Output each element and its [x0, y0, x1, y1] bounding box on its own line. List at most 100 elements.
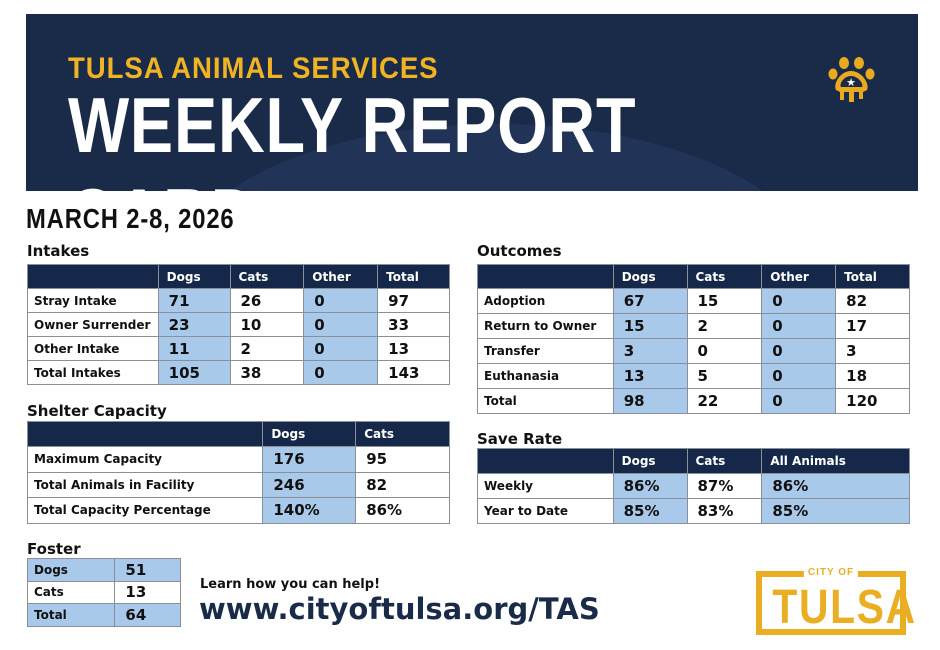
- table-cell: 38: [229, 360, 305, 385]
- column-header: Total: [377, 264, 450, 289]
- table-cell: 71: [157, 288, 231, 313]
- table-cell: 98: [612, 388, 688, 414]
- logo-tulsa: TULSA: [772, 581, 917, 634]
- table-cell: 246: [262, 471, 357, 498]
- website-link[interactable]: www.cityoftulsa.org/TAS: [199, 592, 600, 626]
- table-row: Total Animals in Facility 246 82: [26, 471, 450, 498]
- table-cell: 13: [612, 363, 688, 389]
- table-cell: 105: [157, 360, 231, 385]
- table-cell: 2: [686, 313, 763, 339]
- table-row: Cats 13: [26, 580, 181, 604]
- intakes-table: Dogs Cats Other Total Stray Intake 71 26 0 97 Own…: [27, 264, 450, 385]
- table-cell: 87%: [686, 473, 763, 499]
- table-row: Owner Surrender 23 10 0 33: [27, 312, 450, 337]
- table-cell: 0: [303, 360, 379, 385]
- row-label: Weekly: [477, 473, 614, 499]
- table-cell: 0: [761, 288, 837, 314]
- table-cell: 13: [377, 336, 450, 361]
- table-cell: 85%: [612, 498, 688, 524]
- header-row: Dogs Cats: [26, 421, 450, 447]
- table-row: Stray Intake 71 26 0 97: [27, 288, 450, 313]
- column-header: Other: [303, 264, 379, 289]
- table-cell: 82: [835, 288, 910, 314]
- save-rate-table: Dogs Cats All Animals Weekly 86% 87% 86% Year t…: [477, 448, 910, 524]
- table-cell: 11: [157, 336, 231, 361]
- column-header: Cats: [229, 264, 305, 289]
- table-cell: 86%: [761, 473, 910, 499]
- column-header: Total: [835, 264, 910, 289]
- table-row: Total Capacity Percentage 140% 86%: [26, 497, 450, 524]
- capacity-table: Dogs Cats Maximum Capacity 176 95 Total Anima…: [26, 421, 450, 524]
- row-label: Total Capacity Percentage: [26, 497, 264, 524]
- table-row: Dogs 51: [26, 558, 181, 582]
- row-label: Euthanasia: [477, 363, 614, 389]
- table-cell: 51: [114, 558, 181, 582]
- save-rate-title: Save Rate: [477, 430, 563, 448]
- table-row: Year to Date 85% 83% 85%: [477, 498, 910, 524]
- table-cell: 82: [355, 471, 450, 498]
- report-date: MARCH 2-8, 2026: [26, 203, 235, 234]
- table-row: Euthanasia 13 5 0 18: [477, 363, 910, 389]
- table-cell: 0: [303, 312, 379, 337]
- row-label: Maximum Capacity: [26, 446, 264, 473]
- table-cell: 3: [612, 338, 688, 364]
- table-cell: 83%: [686, 498, 763, 524]
- table-cell: 18: [835, 363, 910, 389]
- table-cell: 2: [229, 336, 305, 361]
- row-label: Owner Surrender: [27, 312, 159, 337]
- table-cell: 86%: [355, 497, 450, 524]
- table-cell: 3: [835, 338, 910, 364]
- table-cell: 0: [761, 388, 837, 414]
- row-label: Year to Date: [477, 498, 614, 524]
- row-label: Stray Intake: [27, 288, 159, 313]
- column-header: Other: [761, 264, 837, 289]
- column-header: Dogs: [262, 421, 357, 447]
- foster-title: Foster: [27, 540, 81, 558]
- table-cell: 85%: [761, 498, 910, 524]
- table-cell: 120: [835, 388, 910, 414]
- table-cell: 64: [114, 603, 181, 627]
- column-header: [27, 264, 159, 289]
- table-cell: 97: [377, 288, 450, 313]
- table-cell: 10: [229, 312, 305, 337]
- table-row: Weekly 86% 87% 86%: [477, 473, 910, 499]
- column-header: Cats: [686, 264, 763, 289]
- table-row: Total Intakes 105 38 0 143: [27, 360, 450, 385]
- table-cell: 0: [761, 338, 837, 364]
- table-row: Transfer 3 0 0 3: [477, 338, 910, 364]
- table-cell: 26: [229, 288, 305, 313]
- column-header: All Animals: [761, 448, 910, 474]
- table-row: Return to Owner 15 2 0 17: [477, 313, 910, 339]
- table-cell: 0: [686, 338, 763, 364]
- column-header: [477, 448, 614, 474]
- column-header: [26, 421, 264, 447]
- table-row: Adoption 67 15 0 82: [477, 288, 910, 314]
- header-subtitle: TULSA ANIMAL SERVICES: [68, 52, 439, 85]
- row-label: Total Intakes: [27, 360, 159, 385]
- table-cell: 15: [686, 288, 763, 314]
- table-row: Maximum Capacity 176 95: [26, 446, 450, 473]
- table-cell: 140%: [262, 497, 357, 524]
- row-label: Other Intake: [27, 336, 159, 361]
- row-label: Total: [477, 388, 614, 414]
- column-header: Cats: [355, 421, 450, 447]
- column-header: Dogs: [157, 264, 231, 289]
- column-header: [477, 264, 614, 289]
- table-cell: 143: [377, 360, 450, 385]
- table-cell: 15: [612, 313, 688, 339]
- logo-city-of: CITY OF: [803, 567, 859, 578]
- table-cell: 22: [686, 388, 763, 414]
- table-row: Other Intake 11 2 0 13: [27, 336, 450, 361]
- row-label: Dogs: [26, 558, 116, 582]
- paw-logo-icon: ★: [828, 57, 875, 102]
- table-cell: 23: [157, 312, 231, 337]
- table-cell: 95: [355, 446, 450, 473]
- table-cell: 176: [262, 446, 357, 473]
- column-header: Dogs: [612, 448, 688, 474]
- table-cell: 5: [686, 363, 763, 389]
- table-row: Total 98 22 0 120: [477, 388, 910, 414]
- row-label: Transfer: [477, 338, 614, 364]
- header-row: Dogs Cats All Animals: [477, 448, 910, 474]
- outcomes-title: Outcomes: [477, 242, 562, 260]
- table-cell: 0: [761, 363, 837, 389]
